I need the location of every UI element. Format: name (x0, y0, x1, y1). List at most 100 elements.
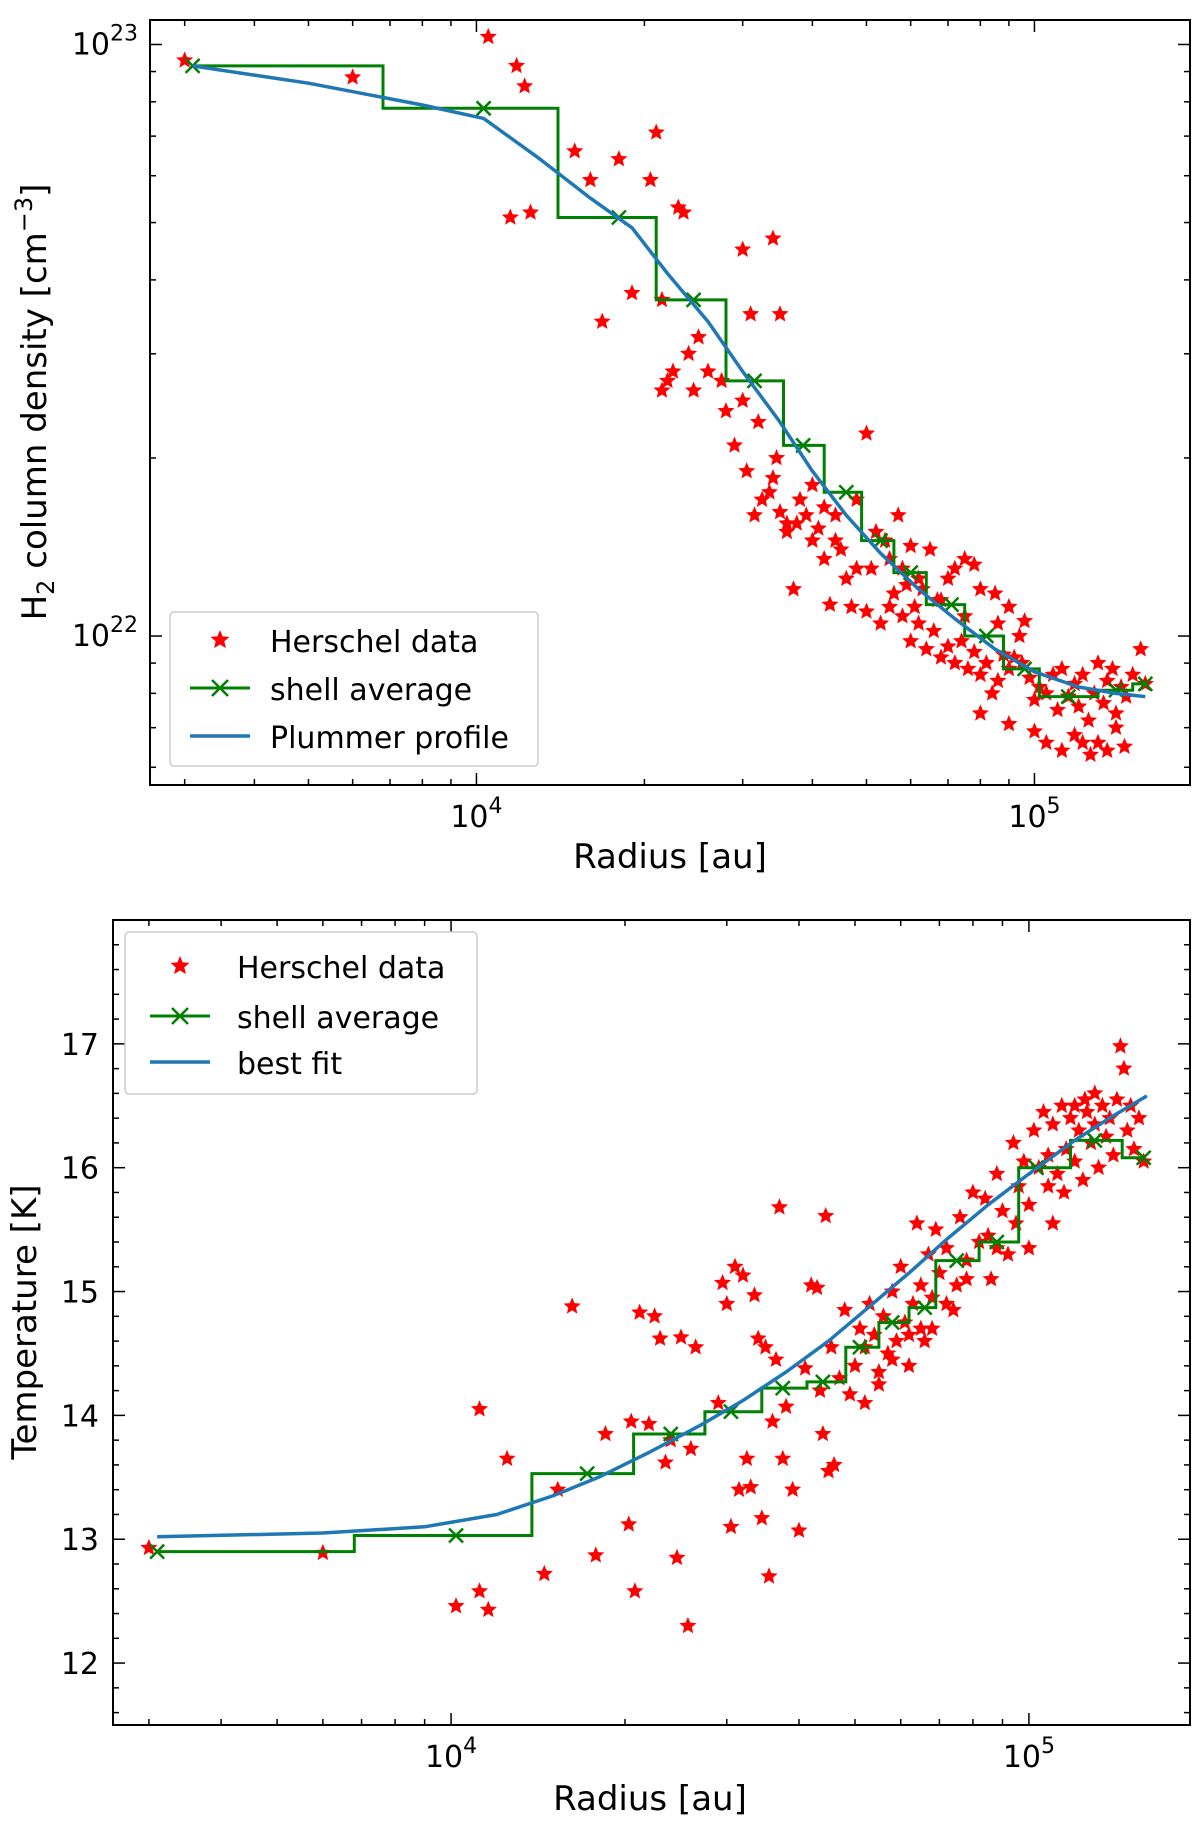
bottom-herschel-point (846, 1356, 864, 1374)
bottom-legend: Herschel data shell average best fit (124, 931, 478, 1095)
top-herschel-point (734, 240, 752, 257)
bottom-herschel-point (1053, 1096, 1071, 1114)
bottom-herschel-point (738, 1449, 756, 1466)
bottom-herschel-point (912, 1276, 930, 1293)
top-herschel-point (885, 584, 903, 601)
bottom-herschel-point (1130, 1109, 1148, 1126)
top-herschel-point (610, 150, 628, 167)
top-shell-marker (1060, 688, 1077, 705)
top-herschel-point (522, 203, 540, 220)
bottom-herschel-point (140, 1538, 158, 1556)
bottom-plot-content (140, 1037, 1153, 1634)
bottom-legend-markers (150, 956, 210, 1064)
bottom-herschel-point (825, 1455, 843, 1473)
top-herschel-point (778, 514, 796, 531)
top-herschel-point (952, 632, 970, 649)
bottom-herschel-point (718, 1294, 736, 1312)
top-y-label-main: H (15, 595, 55, 621)
bottom-herschel-point (767, 1350, 785, 1367)
top-herschel-point (647, 123, 665, 140)
top-herschel-point (1103, 659, 1122, 677)
top-herschel-point (965, 555, 983, 572)
bottom-herschel-point (937, 1239, 955, 1256)
top-herschel-point (946, 559, 964, 576)
bottom-herschel-point (777, 1397, 795, 1414)
top-herschel-point (842, 597, 860, 615)
bottom-herschel-point (722, 1517, 740, 1535)
top-herschel-point (788, 514, 806, 531)
top-fit-series (192, 64, 1146, 699)
bottom-herschel-point (447, 1597, 465, 1614)
top-herschel-point (932, 648, 950, 665)
top-herschel-point (745, 506, 764, 523)
top-herschel-point (925, 622, 943, 639)
bottom-herschel-point (760, 1567, 778, 1584)
top-herschel-point (1115, 737, 1134, 754)
top-herschel-point (699, 362, 717, 379)
top-herschel-point (867, 522, 885, 540)
top-herschel-point (809, 519, 827, 536)
top-herschel-point (971, 580, 989, 597)
bottom-herschel-point (631, 1303, 649, 1320)
bottom-shell-marker (815, 1374, 831, 1390)
top-y-label-sub: 2 (32, 580, 60, 595)
bottom-herschel-point (734, 1266, 752, 1283)
bottom-herschel-point (1025, 1121, 1043, 1138)
top-herschel-point (921, 540, 939, 557)
bottom-herschel-point (668, 1548, 686, 1566)
bottom-y-tick-label: 14 (61, 1399, 99, 1434)
top-herschel-point (971, 704, 989, 721)
top-herschel-point (581, 171, 599, 188)
bottom-herschel-point (958, 1270, 976, 1287)
bottom-legend-box (124, 931, 478, 1095)
top-herschel-point (837, 569, 855, 586)
bottom-legend-label-fit: best fit (237, 1047, 342, 1082)
bottom-herschel-point (470, 1582, 489, 1599)
bottom-herschel-point (1007, 1214, 1025, 1231)
bottom-herschel-point (999, 1245, 1017, 1262)
bottom-herschel-point (1039, 1177, 1057, 1194)
top-herschel-point (1107, 704, 1125, 721)
top-ticks: 104 105 1022 1023 (72, 20, 1190, 835)
top-shell-marker (872, 532, 889, 549)
top-herschel-point (1089, 733, 1107, 751)
bottom-y-axis-label-text: Temperature [K] (5, 1184, 45, 1460)
top-herschel-point (965, 642, 983, 660)
top-herschel-point (1089, 654, 1107, 671)
top-herschel-point (872, 614, 890, 631)
bottom-herschel-point (770, 1198, 788, 1215)
bottom-herschel-point (1074, 1171, 1092, 1188)
bottom-herschel-point (784, 1480, 802, 1497)
bottom-herschel-point (640, 1415, 658, 1432)
bottom-herschel-point (988, 1164, 1006, 1182)
top-herschel-point (826, 531, 845, 548)
top-legend-box (169, 611, 539, 767)
top-herschel-point (986, 584, 1004, 601)
top-herschel-point (1049, 700, 1067, 718)
bottom-shell-marker (852, 1339, 868, 1356)
top-herschel-point (1107, 718, 1125, 735)
bottom-shell-marker (884, 1314, 901, 1331)
bottom-herschel-point (883, 1350, 901, 1367)
top-herschel-point (848, 559, 866, 576)
top-legend-markers (190, 630, 250, 738)
bottom-x-tick-label: 104 (425, 1734, 477, 1775)
bottom-herschel-point (870, 1363, 888, 1380)
top-legend-shell-marker (211, 679, 229, 697)
bottom-shell-marker (988, 1234, 1005, 1250)
bottom-herschel-point (811, 1381, 829, 1398)
bottom-fit-line (157, 1094, 1148, 1539)
top-herschel-point (641, 171, 659, 188)
bottom-herschel-point (756, 1338, 774, 1355)
top-shell-marker (943, 596, 960, 613)
top-y-tick-label: 1022 (72, 613, 138, 654)
bottom-herschel-point (883, 1282, 901, 1299)
bottom-herschel-point (964, 1183, 982, 1200)
top-herschel-point (902, 537, 920, 554)
bottom-herschel-point (1078, 1103, 1096, 1120)
bottom-herschel-point (937, 1294, 955, 1312)
bottom-herschel-point (753, 1509, 771, 1526)
bottom-y-tick-label: 12 (61, 1647, 99, 1682)
bottom-shell-marker (1086, 1132, 1103, 1149)
bottom-herschel-point (900, 1325, 918, 1343)
